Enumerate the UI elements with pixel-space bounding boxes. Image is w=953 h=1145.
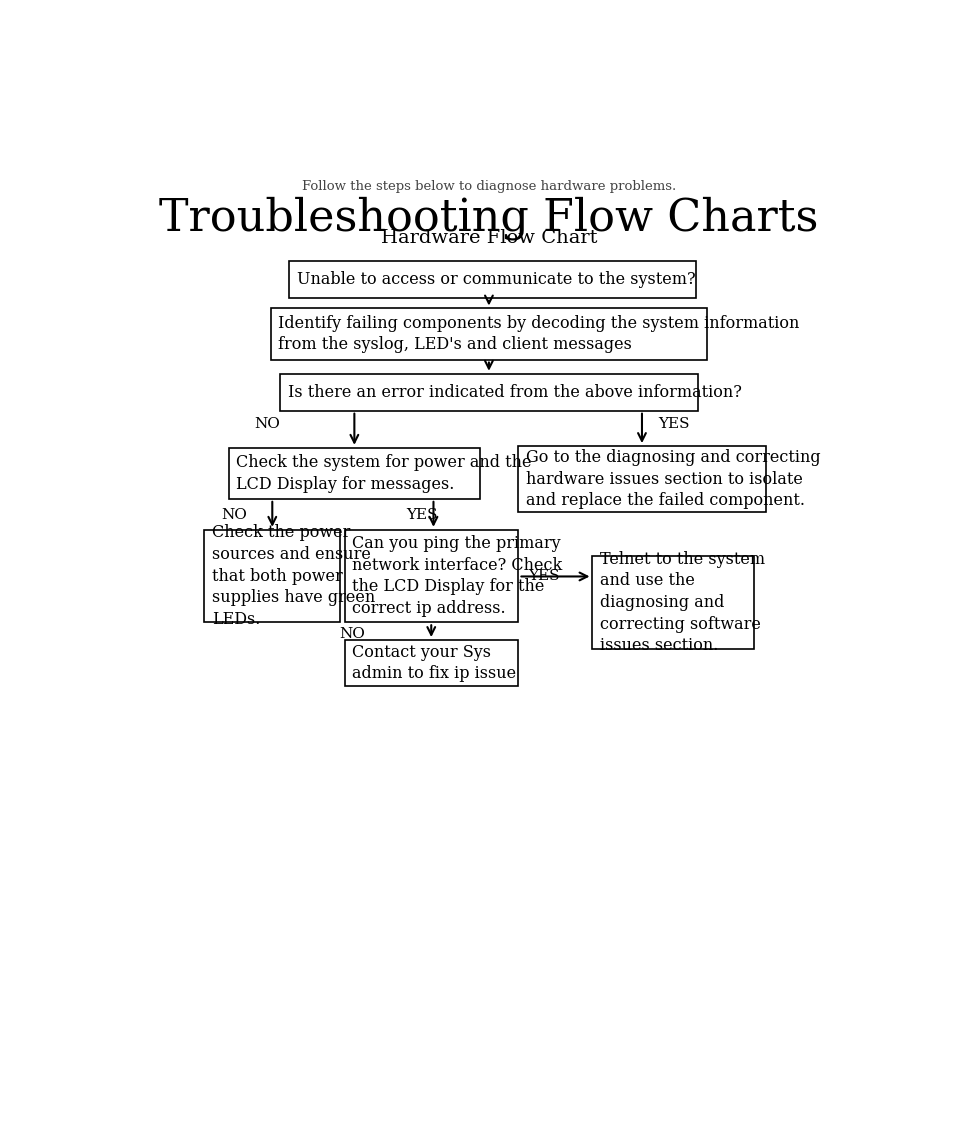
Text: NO: NO (221, 507, 247, 522)
Text: Check the power
sources and ensure
that both power
supplies have green
LEDs.: Check the power sources and ensure that … (212, 524, 375, 627)
Text: Hardware Flow Chart: Hardware Flow Chart (380, 229, 597, 247)
Text: Follow the steps below to diagnose hardware problems.: Follow the steps below to diagnose hardw… (301, 180, 676, 194)
Text: Troubleshooting Flow Charts: Troubleshooting Flow Charts (159, 197, 818, 240)
FancyBboxPatch shape (344, 530, 518, 622)
Text: Go to the diagnosing and correcting
hardware issues section to isolate
and repla: Go to the diagnosing and correcting hard… (525, 449, 820, 510)
Text: Telnet to the system
and use the
diagnosing and
correcting software
issues secti: Telnet to the system and use the diagnos… (599, 551, 764, 654)
FancyBboxPatch shape (518, 445, 765, 512)
Text: Unable to access or communicate to the system?: Unable to access or communicate to the s… (296, 271, 695, 287)
Text: NO: NO (339, 626, 365, 641)
FancyBboxPatch shape (280, 373, 698, 411)
Text: YES: YES (406, 507, 437, 522)
FancyBboxPatch shape (289, 261, 696, 298)
FancyBboxPatch shape (204, 530, 339, 622)
Text: YES: YES (658, 417, 689, 431)
FancyBboxPatch shape (271, 308, 706, 360)
Text: Is there an error indicated from the above information?: Is there an error indicated from the abo… (288, 384, 740, 401)
Text: NO: NO (253, 417, 280, 431)
Text: Check the system for power and the
LCD Display for messages.: Check the system for power and the LCD D… (235, 455, 531, 492)
Text: Can you ping the primary
network interface? Check
the LCD Display for the
correc: Can you ping the primary network interfa… (352, 535, 562, 617)
Text: Identify failing components by decoding the system information
from the syslog, : Identify failing components by decoding … (278, 315, 799, 354)
FancyBboxPatch shape (344, 640, 518, 686)
FancyBboxPatch shape (592, 556, 753, 649)
Text: Contact your Sys
admin to fix ip issue: Contact your Sys admin to fix ip issue (352, 643, 516, 682)
Text: YES: YES (528, 569, 559, 583)
FancyBboxPatch shape (229, 448, 479, 499)
